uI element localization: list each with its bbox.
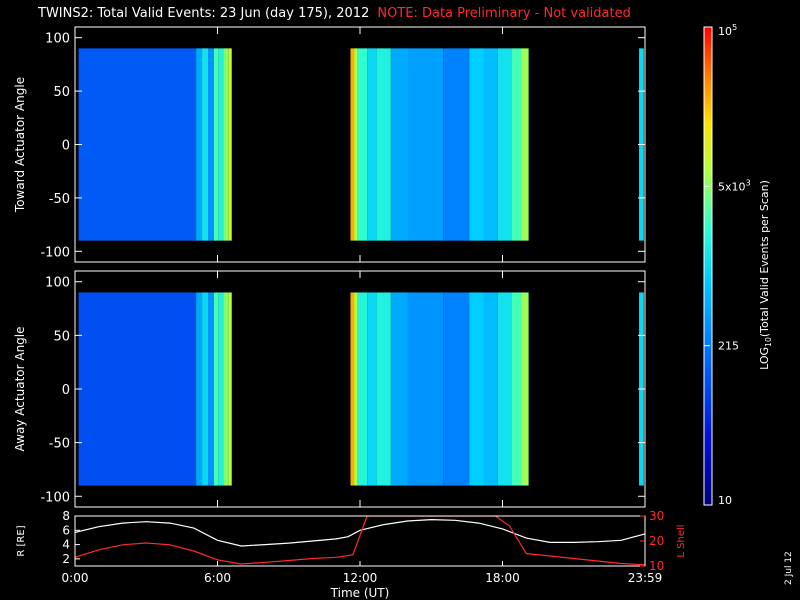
- y-tick-label: -100: [40, 245, 70, 260]
- preliminary-note: NOTE: Data Preliminary - Not validated: [377, 6, 631, 21]
- heatmap-column: [512, 48, 522, 241]
- heatmap-column: [213, 292, 219, 486]
- heatmap-column: [367, 48, 377, 241]
- heatmap-column: [443, 48, 470, 241]
- y-axis-label: R [RE]: [16, 525, 27, 556]
- x-tick-label: 23:59: [628, 571, 663, 585]
- heatmap-column: [228, 48, 232, 241]
- heatmap-column: [367, 292, 377, 486]
- y2-tick-label: 30: [649, 509, 664, 523]
- heatmap-column: [354, 292, 358, 486]
- colorbar-tick-label: 215: [718, 340, 739, 353]
- heatmap-column: [350, 292, 355, 486]
- heatmap-column: [196, 48, 203, 241]
- heatmap-column: [407, 292, 444, 486]
- heatmap-column: [407, 48, 444, 241]
- heatmap-column: [208, 48, 214, 241]
- heatmap-column: [223, 292, 229, 486]
- heatmap-column: [483, 48, 498, 241]
- colorbar-tick-label: 5x103: [718, 177, 751, 193]
- colorbar-tick-label: 10: [718, 494, 732, 507]
- heatmap-column: [228, 292, 232, 486]
- heatmap-column: [497, 292, 512, 486]
- y-tick-label: -50: [49, 192, 70, 207]
- y-tick-label: 6: [62, 523, 70, 537]
- heatmap-column: [376, 48, 391, 241]
- heatmap-column: [196, 292, 203, 486]
- y2-axis-label: L Shell: [676, 524, 687, 557]
- heatmap-column: [497, 48, 512, 241]
- chart-title: TWINS2: Total Valid Events: 23 Jun (day …: [38, 6, 631, 21]
- y-tick-label: 50: [53, 329, 70, 344]
- x-tick-label: 12:00: [343, 571, 378, 585]
- y-tick-label: -100: [40, 490, 70, 505]
- y-tick-label: -50: [49, 437, 70, 452]
- heatmap-column: [218, 48, 224, 241]
- colorbar-label: LOG10(Total Valid Events per Scan): [758, 180, 773, 370]
- x-tick-label: 18:00: [485, 571, 520, 585]
- heatmap-column: [208, 292, 214, 486]
- heatmap-column: [443, 292, 470, 486]
- time-axis: 0:00 6:00 12:00 18:00 23:59 Time (UT): [62, 571, 663, 600]
- heatmap-column: [521, 48, 529, 241]
- heatmap-column: [350, 48, 355, 241]
- date-stamp: 2 Jul 12: [784, 551, 794, 585]
- heatmap-column: [357, 48, 368, 241]
- heatmap-column: [521, 292, 529, 486]
- heatmap-column: [469, 48, 484, 241]
- colorbar: 10 215 5x103 105: [703, 22, 751, 507]
- x-tick-label: 6:00: [204, 571, 231, 585]
- radius-line: [75, 518, 645, 547]
- heatmap-column: [354, 48, 358, 241]
- y2-tick-label: 20: [649, 534, 664, 548]
- y-tick-label: 50: [53, 85, 70, 100]
- heatmap-column: [213, 48, 219, 241]
- heatmap-column: [376, 292, 391, 486]
- toward-angle-panel: 100 50 0 -50 -100 Toward Actuator Angle: [13, 26, 646, 263]
- colorbar-ramp: [703, 26, 713, 506]
- heatmap-column: [223, 48, 229, 241]
- heatmap-column: [78, 292, 197, 486]
- heatmap-column: [218, 292, 224, 486]
- y-tick-label: 4: [62, 538, 70, 552]
- heatmap-column: [390, 292, 408, 486]
- y-tick-label: 100: [45, 276, 70, 291]
- x-axis-label: Time (UT): [330, 586, 390, 600]
- plot-frame: [74, 515, 646, 567]
- lshell-line: [75, 516, 645, 566]
- x-tick-label: 0:00: [62, 571, 89, 585]
- y-axis-label: Away Actuator Angle: [13, 326, 27, 451]
- heatmap-column: [202, 48, 208, 241]
- heatmap-column: [512, 292, 522, 486]
- heatmap-column: [78, 48, 197, 241]
- y-tick-label: 8: [62, 509, 70, 523]
- heatmap-column: [483, 292, 498, 486]
- y-tick-label: 100: [45, 32, 70, 47]
- title-text: TWINS2: Total Valid Events: 23 Jun (day …: [38, 6, 370, 21]
- heatmap-column: [469, 292, 484, 486]
- y-tick-label: 2: [62, 552, 70, 566]
- y-tick-label: 0: [62, 383, 70, 398]
- colorbar-tick-label: 105: [718, 22, 737, 38]
- away-angle-panel: 100 50 0 -50 -100 Away Actuator Angle: [13, 270, 646, 508]
- heatmap-column: [390, 48, 408, 241]
- heatmap-column: [357, 292, 368, 486]
- y-tick-label: 0: [62, 139, 70, 154]
- heatmap-column: [202, 292, 208, 486]
- y-axis-label: Toward Actuator Angle: [13, 77, 27, 213]
- y2-tick-label: 10: [649, 559, 664, 573]
